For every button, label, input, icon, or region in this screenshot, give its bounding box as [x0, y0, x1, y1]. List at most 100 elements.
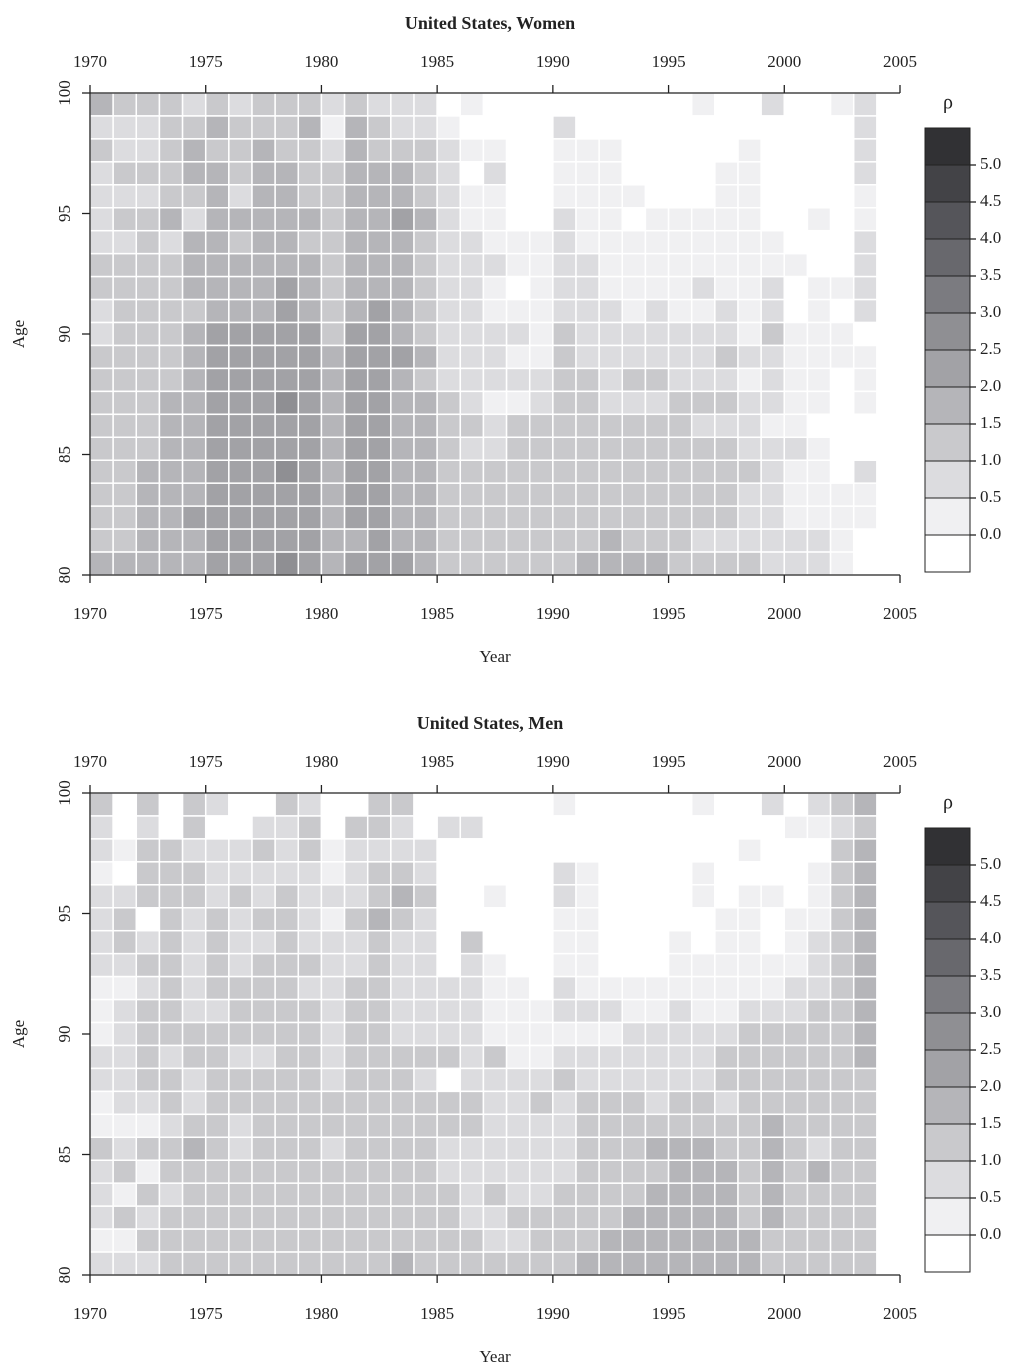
heat-cell: [320, 321, 346, 347]
heat-cell: [274, 390, 300, 416]
heat-cell: [852, 815, 878, 840]
heat-cell: [366, 1090, 392, 1116]
heat-cell: [274, 861, 300, 886]
x-tick-label-top: 1990: [536, 52, 570, 71]
heat-cell: [598, 975, 624, 1001]
heat-cell: [228, 975, 253, 1001]
heat-cell: [852, 92, 878, 117]
heat-cell: [760, 459, 786, 484]
chart-title: United States, Men: [417, 713, 564, 733]
heat-cell: [667, 184, 693, 209]
heat-cell: [158, 1251, 184, 1276]
heat-cell: [690, 367, 716, 393]
x-tick-label-top: 2000: [767, 52, 801, 71]
heat-cell: [181, 929, 207, 955]
heat-cell: [436, 551, 462, 576]
legend-swatch: [924, 349, 971, 388]
heat-cell: [274, 1182, 300, 1207]
heat-cell: [436, 252, 462, 278]
heat-cell: [829, 952, 855, 978]
heat-cell: [436, 138, 462, 163]
heat-cell: [366, 275, 392, 301]
heat-cell: [436, 815, 462, 840]
heat-cell: [783, 998, 809, 1024]
heat-cell: [89, 1021, 114, 1047]
x-tick-label: 2005: [883, 1304, 917, 1323]
heat-cell: [528, 298, 554, 324]
heat-cell: [528, 275, 554, 301]
heat-cell: [112, 459, 138, 484]
heat-cell: [297, 528, 323, 553]
heat-cell: [760, 321, 786, 347]
heat-cell: [135, 1182, 161, 1207]
heat-cell: [575, 184, 600, 209]
heat-cell: [575, 1159, 600, 1184]
heat-cell: [621, 884, 647, 909]
heat-cell: [459, 1113, 485, 1139]
heat-cell: [320, 884, 346, 909]
heat-cell: [320, 115, 346, 140]
heat-cell: [251, 505, 276, 530]
heat-cell: [667, 975, 693, 1001]
heat-cell: [829, 321, 855, 347]
heat-cell: [644, 92, 670, 117]
heat-cell: [621, 184, 647, 209]
heat-cell: [135, 161, 161, 186]
heat-cell: [760, 298, 786, 324]
heat-cell: [505, 551, 531, 576]
heat-cell: [390, 861, 415, 886]
heat-cell: [575, 505, 600, 530]
heat-cell: [89, 321, 114, 347]
heat-cell: [667, 884, 693, 909]
heat-cell: [112, 505, 138, 530]
heat-cell: [135, 344, 161, 370]
heat-cell: [690, 138, 716, 163]
heat-cell: [89, 815, 114, 840]
heat-cell: [852, 321, 878, 347]
heat-cell: [413, 952, 438, 978]
heat-cell: [413, 1067, 438, 1093]
heat-cell: [413, 390, 438, 416]
heat-cell: [251, 815, 276, 840]
heat-cell: [598, 390, 624, 416]
heat-cell: [436, 298, 462, 324]
heat-cell: [621, 436, 647, 461]
heat-cell: [737, 482, 762, 507]
heat-cell: [644, 161, 670, 186]
heat-cell: [552, 115, 577, 140]
heat-cell: [829, 1090, 855, 1116]
x-tick-label-top: 2000: [767, 752, 801, 771]
heat-cell: [667, 551, 693, 576]
heat-cell: [413, 861, 438, 886]
heat-cell: [112, 792, 138, 817]
heat-cell: [320, 252, 346, 278]
heat-cell: [760, 390, 786, 416]
heat-cell: [667, 459, 693, 484]
heat-cell: [320, 838, 346, 863]
heat-cell: [552, 792, 577, 817]
heat-cell: [158, 184, 184, 209]
heat-cell: [552, 1044, 577, 1070]
heat-cell: [505, 1159, 531, 1184]
heat-cell: [297, 321, 323, 347]
heat-cell: [320, 998, 346, 1024]
heat-cell: [482, 367, 508, 393]
heat-cell: [552, 975, 577, 1001]
heat-cell: [390, 929, 415, 955]
heat-cell: [181, 1090, 207, 1116]
heat-cell: [598, 1067, 624, 1093]
heat-cell: [274, 838, 300, 863]
heat-cell: [89, 1136, 114, 1161]
heat-cell: [806, 482, 832, 507]
heat-cell: [621, 1251, 647, 1276]
heat-cell: [320, 459, 346, 484]
heat-cell: [552, 367, 577, 393]
x-tick-label-top: 1995: [652, 752, 686, 771]
heat-cell: [274, 207, 300, 232]
heat-cell: [390, 344, 415, 370]
heat-cell: [690, 275, 716, 301]
heat-cell: [667, 528, 693, 553]
heat-cell: [482, 436, 508, 461]
heat-cell: [366, 929, 392, 955]
heat-cell: [251, 92, 276, 117]
